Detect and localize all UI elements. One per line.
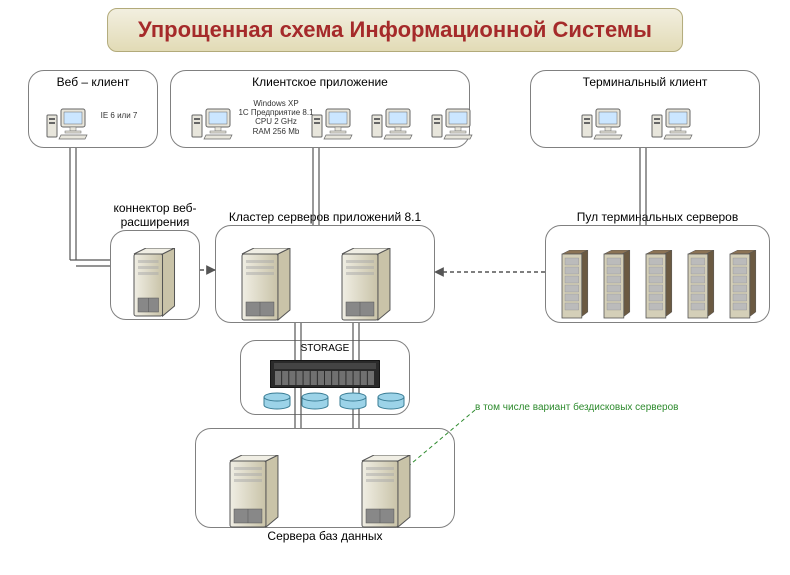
label-ie-version: IE 6 или 7 xyxy=(89,111,149,120)
pc-icon xyxy=(430,105,474,146)
group-terminal-client: Терминальный клиент xyxy=(530,70,760,148)
label-storage: STORAGE xyxy=(241,343,409,354)
label-client-app: Клиентское приложение xyxy=(171,75,469,89)
server-icon xyxy=(240,248,312,327)
diagram-title: Упрощенная схема Информационной Системы xyxy=(107,8,683,52)
pc-icon xyxy=(650,105,694,146)
pc-icon xyxy=(190,105,234,146)
storage-icon xyxy=(270,360,380,393)
pc-icon xyxy=(45,105,89,146)
rack-server-icon xyxy=(560,250,602,325)
label-terminal-pool: Пул терминальных серверов xyxy=(546,210,769,224)
server-icon xyxy=(340,248,412,327)
rack-server-icon xyxy=(602,250,644,325)
label-app-cluster: Кластер серверов приложений 8.1 xyxy=(216,210,434,224)
pc-icon xyxy=(370,105,414,146)
disk-icon xyxy=(338,392,368,415)
disk-icon xyxy=(376,392,406,415)
label-web-connector: коннектор веб-расширения xyxy=(111,201,199,229)
server-icon xyxy=(228,455,300,534)
server-icon xyxy=(132,248,192,323)
annotation-diskless: в том числе вариант бездисковых серверов xyxy=(475,402,679,413)
pc-icon xyxy=(310,105,354,146)
pc-icon xyxy=(580,105,624,146)
rack-server-icon xyxy=(728,250,770,325)
server-icon xyxy=(360,455,432,534)
rack-server-icon xyxy=(686,250,728,325)
label-client-spec: Windows XP1С Предприятие 8.1CPU 2 GHzRAM… xyxy=(231,99,321,136)
rack-server-icon xyxy=(644,250,686,325)
disk-icon xyxy=(300,392,330,415)
label-web-client: Веб – клиент xyxy=(29,75,157,89)
label-terminal-client: Терминальный клиент xyxy=(531,75,759,89)
disk-icon xyxy=(262,392,292,415)
